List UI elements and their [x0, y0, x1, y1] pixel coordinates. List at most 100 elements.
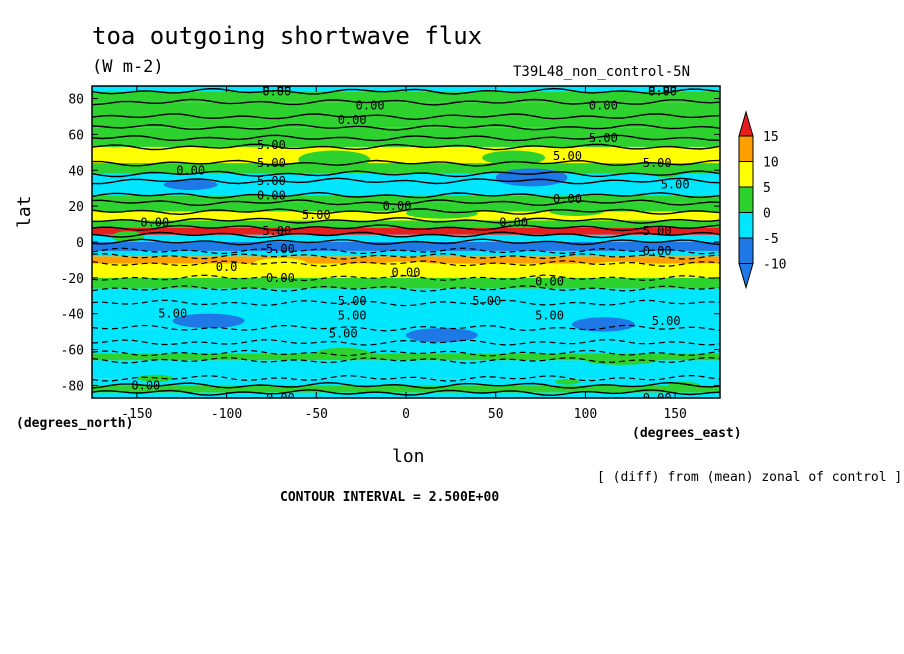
colorbar-label: -10 [763, 258, 786, 273]
contour-label: 0.00 [553, 192, 582, 206]
colorbar-label: 15 [763, 130, 779, 145]
contour-label: 5.00 [553, 149, 582, 163]
y-tick-label: -40 [61, 308, 84, 323]
contour-line [92, 324, 720, 332]
x-tick-label: 50 [488, 407, 504, 422]
heatmap-band [92, 342, 720, 354]
heatmap-patch [571, 317, 635, 332]
heatmap-band [92, 102, 720, 117]
colorbar-label: 10 [763, 156, 779, 171]
contour-line [92, 98, 720, 106]
heatmap-band [92, 277, 720, 289]
heatmap-band [92, 146, 720, 164]
contour-label: 0.00 [648, 84, 677, 98]
contour-line [92, 159, 720, 167]
contour-label: 0.00 [176, 163, 205, 177]
heatmap-band [92, 138, 720, 147]
x-unit-label: (degrees_east) [632, 426, 742, 441]
y-tick-label: 60 [68, 128, 84, 143]
heatmap-patch [172, 313, 245, 329]
heatmap-band [92, 127, 720, 138]
contour-line [92, 381, 720, 389]
heatmap-band [92, 250, 720, 257]
contour-line [92, 134, 720, 142]
contour-label: 5.00 [338, 294, 367, 308]
contour-label: 5.00 [661, 178, 690, 192]
y-tick-label: -20 [61, 272, 84, 287]
axes: -150 -100 -50 0 50 100 150 -80 -60 -40 -20 0 20 40 60 8… [61, 86, 720, 422]
colorbar: 15 10 5 0 -5 -10 [738, 110, 786, 290]
contour-line [92, 224, 720, 232]
heatmap-band [92, 116, 720, 128]
y-axis-label: lat [14, 195, 35, 228]
x-tick-label: -100 [211, 407, 242, 422]
y-tick-label: -60 [61, 344, 84, 359]
contour-label: 5.00 [643, 224, 672, 238]
heatmap-patches [111, 150, 701, 390]
contour-label: 5.00 [302, 208, 331, 222]
heatmap-band [92, 91, 720, 103]
y-unit-label: (degrees_north) [16, 416, 134, 431]
contour-label: 5.00 [643, 156, 672, 170]
contour-line [92, 238, 720, 246]
comparison-note: [ (diff) from (mean) zonal of control ] [597, 470, 903, 485]
contour-line [92, 349, 720, 357]
heatmap-band [92, 211, 720, 221]
contour-label: 5.00 [262, 224, 291, 238]
x-tick-label: -150 [121, 407, 152, 422]
contour-line [92, 123, 720, 131]
heatmap-patch [370, 261, 442, 273]
y-tick-label: 20 [68, 200, 84, 215]
heatmap-band [92, 220, 720, 228]
contour-line [92, 217, 720, 224]
contour-line [92, 299, 720, 307]
heatmap-patch [554, 379, 581, 385]
contour-label: 0.00 [392, 265, 421, 279]
colorbar-label: 5 [763, 181, 771, 196]
heatmap-patch [406, 328, 478, 343]
heatmap-band [92, 173, 720, 182]
y-tick-label: 0 [76, 236, 84, 251]
heatmap-band [92, 227, 720, 235]
heatmap-band [92, 360, 720, 379]
run-label: T39L48_non_control-5N [513, 64, 691, 80]
contour-label: 0.0 [216, 260, 238, 274]
heatmap-band [92, 234, 720, 242]
contour-line [92, 374, 720, 382]
contour-line [92, 260, 720, 267]
colorbar-segment [738, 186, 754, 213]
contour-label: 0.00 [266, 391, 295, 405]
colorbar-segment [738, 161, 754, 188]
heatmap-patch [163, 179, 218, 191]
y-tick-label: 40 [68, 164, 84, 179]
colorbar-label: -5 [763, 232, 779, 247]
contour-label: 0.00 [589, 99, 618, 113]
contour-interval: CONTOUR INTERVAL = 2.500E+00 [280, 490, 500, 505]
contour-line [92, 143, 720, 151]
colorbar-upper-arrow [738, 110, 754, 137]
heatmap-band [92, 163, 720, 174]
contour-line [92, 231, 720, 239]
contour-line [92, 339, 720, 346]
contour-line [92, 274, 720, 282]
heatmap-band [92, 242, 720, 251]
heatmap-patch [298, 150, 371, 169]
contour-label: 0.00 [643, 244, 672, 258]
y-tick-label: -80 [61, 379, 84, 394]
contour-label: 0.00 [262, 84, 291, 98]
contour-line [92, 170, 720, 178]
x-tick-label: 0 [402, 407, 410, 422]
heatmap-band [92, 288, 720, 303]
heatmap-band [92, 256, 720, 264]
contour-label: 0.00 [257, 188, 286, 202]
contour-label: 0.00 [499, 215, 528, 229]
contour-label: 5.00 [338, 309, 367, 323]
heatmap-patch [253, 258, 308, 269]
x-tick-label: -50 [305, 407, 328, 422]
heatmap-band [92, 353, 720, 361]
contour-label: 5.00 [472, 294, 501, 308]
contour-label: 0.00 [262, 81, 291, 95]
contour-label: 0.00 [383, 199, 412, 213]
colorbar-segment [738, 135, 754, 162]
chart-title: toa outgoing shortwave flux [92, 22, 483, 50]
